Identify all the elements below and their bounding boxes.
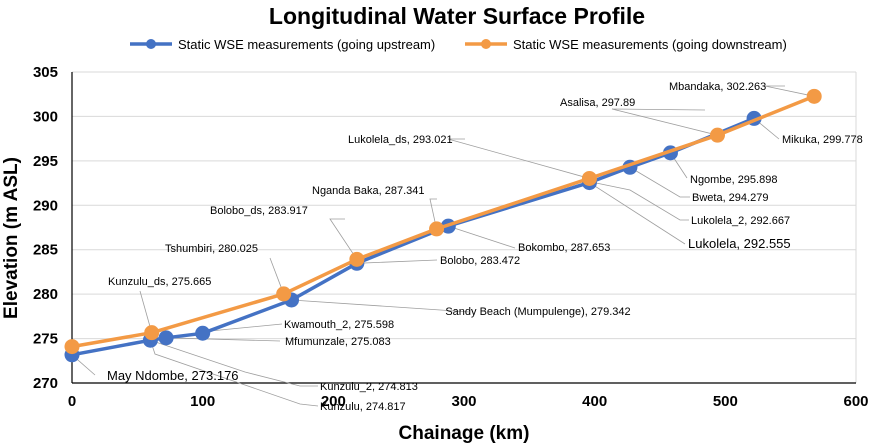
series-group <box>64 88 822 363</box>
leader-line-13 <box>329 218 358 260</box>
data-label-0-0: May Ndombe, 273.176 <box>107 368 239 383</box>
axes <box>71 72 856 384</box>
data-label-1-2: Tshumbiri, 280.025 <box>165 243 258 255</box>
y-tick-label-5: 295 <box>33 153 58 170</box>
data-point-1-4 <box>429 221 445 237</box>
x-tick-label-0: 0 <box>68 393 76 410</box>
data-label-0-9: Ngombe, 295.898 <box>690 174 777 186</box>
data-point-1-1 <box>144 325 160 341</box>
leader-line-18 <box>589 181 689 221</box>
y-tick-label-2: 280 <box>33 286 58 303</box>
data-label-1-3: Bolobo_ds, 283.917 <box>210 205 308 217</box>
leader-line-15 <box>447 138 590 179</box>
leader-line-2 <box>166 337 281 342</box>
data-label-0-1: Kunzulu, 274.817 <box>320 401 406 413</box>
legend-marker-0 <box>146 39 156 49</box>
leader-line-8 <box>629 166 690 198</box>
y-tick-labels: 270 275 280 285 290 295 300 305 <box>33 64 58 392</box>
data-point-1-3 <box>349 251 365 267</box>
chart-title: Longitudinal Water Surface Profile <box>269 3 645 29</box>
data-point-1-7 <box>806 88 822 104</box>
data-point-0-3 <box>195 325 211 341</box>
data-point-1-6 <box>709 127 725 143</box>
x-tick-label-2: 200 <box>321 393 346 410</box>
x-tick-label-3: 300 <box>451 393 476 410</box>
x-tick-labels: 0 100 200 300 400 500 600 <box>68 393 869 410</box>
data-label-0-7: Lukolela, 292.555 <box>688 236 791 251</box>
series-line-1 <box>71 94 815 349</box>
data-point-0-2 <box>158 330 174 346</box>
data-label-1-6: Asalisa, 297.89 <box>560 97 635 109</box>
data-label-0-3: Kwamouth_2, 275.598 <box>284 319 394 331</box>
data-point-1-5 <box>581 170 597 186</box>
leader-line-7 <box>589 182 686 245</box>
leader-line-17 <box>764 85 815 97</box>
y-tick-label-7: 305 <box>33 64 58 81</box>
data-label-1-7: Mbandaka, 302.263 <box>669 81 766 93</box>
data-label-1-4: Nganda Baka, 287.341 <box>312 185 425 197</box>
data-label-1-5: Lukolela_ds, 293.021 <box>348 134 453 146</box>
data-label-0-8: Bweta, 294.279 <box>692 192 768 204</box>
y-tick-label-4: 290 <box>33 197 58 214</box>
legend-label-0: Static WSE measurements (going upstream) <box>178 37 435 52</box>
leader-line-14 <box>429 198 437 229</box>
legend-item-0: Static WSE measurements (going upstream) <box>130 37 435 52</box>
leader-line-6 <box>448 225 516 249</box>
annotation-labels: May Ndombe, 273.176 Kunzulu, 274.817 Mfumu… <box>107 81 863 413</box>
legend-label-1: Static WSE measurements (going downstrea… <box>513 37 787 52</box>
legend: Static WSE measurements (going upstream)… <box>130 37 787 52</box>
leader-line-19 <box>150 339 318 387</box>
legend-marker-1 <box>481 39 491 49</box>
y-axis-title: Elevation (m ASL) <box>1 157 22 319</box>
leader-line-5 <box>356 259 438 264</box>
y-tick-label-0: 270 <box>33 375 58 392</box>
legend-item-1: Static WSE measurements (going downstrea… <box>465 37 787 52</box>
x-tick-label-4: 400 <box>582 393 607 410</box>
leader-line-16 <box>611 108 718 136</box>
y-tick-label-3: 285 <box>33 242 58 259</box>
x-tick-label-6: 600 <box>843 393 868 410</box>
annotation-label-1: Kunzulu_2, 274.813 <box>320 381 418 393</box>
data-label-0-10: Mikuka, 299.778 <box>782 134 863 146</box>
data-label-0-4: Sandy Beach (Mumpulenge), 279.342 <box>445 306 630 318</box>
annotation-leaders <box>71 85 815 407</box>
data-point-1-0 <box>64 339 80 355</box>
leader-line-4 <box>291 299 471 313</box>
data-point-1-2 <box>276 286 292 302</box>
x-tick-label-1: 100 <box>190 393 215 410</box>
annotation-label-0: Lukolela_2, 292.667 <box>691 215 790 227</box>
y-tick-label-6: 300 <box>33 108 58 125</box>
data-label-1-1: Kunzulu_ds, 275.665 <box>108 276 211 288</box>
x-axis-title: Chainage (km) <box>399 423 530 444</box>
data-label-0-5: Bolobo, 283.472 <box>440 255 520 267</box>
data-label-0-6: Bokombo, 287.653 <box>518 242 610 254</box>
data-label-0-2: Mfumunzale, 275.083 <box>285 336 391 348</box>
series-1 <box>64 88 822 355</box>
y-tick-label-1: 275 <box>33 331 58 348</box>
x-tick-label-5: 500 <box>713 393 738 410</box>
